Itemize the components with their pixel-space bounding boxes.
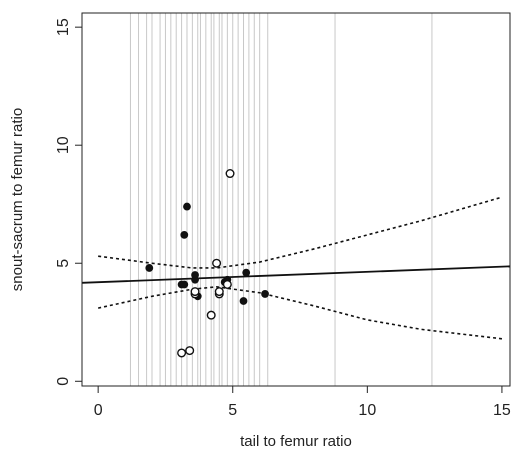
x-tick-label: 0 xyxy=(94,402,103,419)
filled-point xyxy=(183,202,191,211)
y-axis-label: snout-sacrum to femur ratio xyxy=(9,108,26,291)
y-tick-label: 0 xyxy=(55,377,72,386)
open-point xyxy=(222,279,232,289)
y-tick-label: 15 xyxy=(55,18,72,36)
open-point xyxy=(214,287,224,297)
x-tick-label: 5 xyxy=(228,402,237,419)
confidence-band-upper xyxy=(98,196,503,269)
y-tick-label: 10 xyxy=(55,136,72,154)
fit-line-group xyxy=(81,265,511,284)
open-point xyxy=(190,287,200,297)
confidence-band-lower xyxy=(97,286,503,340)
x-axis-label: tail to femur ratio xyxy=(240,433,352,450)
y-tick-label: 5 xyxy=(55,259,72,268)
open-point xyxy=(185,346,195,356)
filled-point xyxy=(145,264,154,272)
filled-point xyxy=(261,290,269,298)
filled-point xyxy=(242,268,251,277)
confidence-band xyxy=(97,196,503,340)
filled-point xyxy=(239,297,248,305)
filled-point xyxy=(180,280,189,289)
open-point xyxy=(177,348,187,358)
open-point xyxy=(225,169,235,179)
plot-frame xyxy=(81,12,511,387)
y-axis: 0 5 10 15 xyxy=(55,18,82,386)
x-axis: 0 5 10 15 xyxy=(94,386,511,419)
filled-point xyxy=(191,271,199,279)
reference-lines xyxy=(129,13,433,386)
x-tick-label: 15 xyxy=(493,402,511,419)
fit-line xyxy=(81,265,511,284)
x-tick-label: 10 xyxy=(358,402,376,419)
filled-point xyxy=(180,231,189,239)
open-point xyxy=(206,310,216,320)
open-point xyxy=(212,258,222,268)
data-points xyxy=(145,169,269,358)
